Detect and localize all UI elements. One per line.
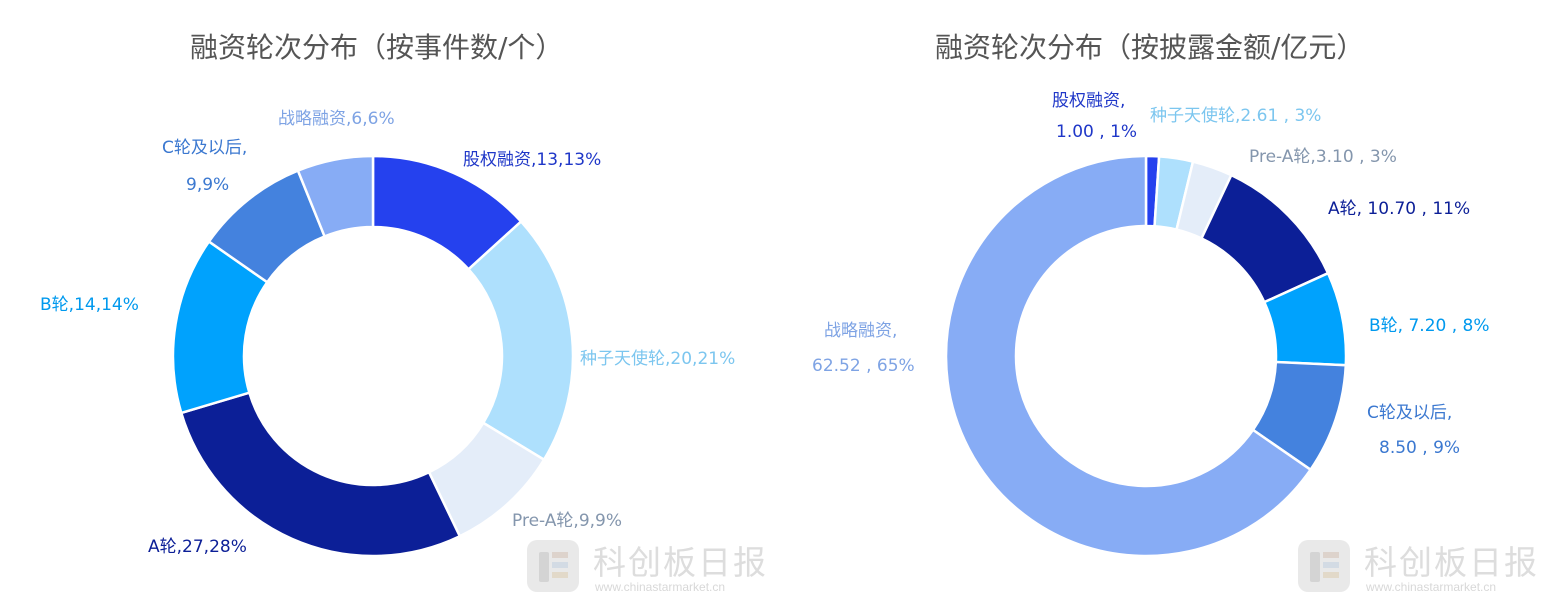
pie-slice-4 [179, 391, 462, 558]
data-label-4-line-1: A轮,27,28% [148, 537, 247, 557]
watermark-logo-icon [1298, 540, 1350, 592]
watermark-url: www.chinastarmarket.cn [1366, 580, 1497, 594]
data-label-2-line-1: 种子天使轮,2.61 , 3% [1150, 105, 1321, 126]
chart-title-left: 融资轮次分布（按事件数/个） [190, 31, 564, 64]
data-label-5-line-1: B轮,14,14% [40, 295, 139, 315]
watermark-brand: 科创板日报 [1364, 543, 1539, 582]
data-label-5-line-1: B轮, 7.20 , 8% [1369, 316, 1490, 336]
pie-slice-7 [944, 154, 1313, 558]
data-label-3-line-1: Pre-A轮,9,9% [512, 511, 622, 531]
data-label-6-line-1: C轮及以后, [162, 138, 247, 158]
data-label-7-line-2: 62.52 , 65% [812, 356, 915, 376]
data-label-1-line-1: 股权融资, [1052, 91, 1125, 111]
watermark-logo-icon [527, 540, 579, 592]
watermark-brand: 科创板日报 [593, 543, 768, 582]
donut-chart-left: 股权融资,13,13% 种子天使轮,20,21% Pre-A轮,9,9% A轮,27,… [40, 109, 735, 558]
data-label-1-line-1: 股权融资,13,13% [463, 150, 601, 170]
data-label-7-line-1: 战略融资, [824, 321, 897, 341]
watermark-url: www.chinastarmarket.cn [595, 580, 726, 594]
data-label-6-line-2: 8.50 , 9% [1379, 438, 1460, 458]
data-label-6-line-2: 9,9% [186, 175, 229, 195]
watermark-left: 科创板日报 www.chinastarmarket.cn [527, 536, 766, 606]
data-label-6-line-1: C轮及以后, [1367, 403, 1452, 423]
watermark-right: 科创板日报 www.chinastarmarket.cn [1298, 536, 1537, 606]
data-label-3-line-1: Pre-A轮,3.10 , 3% [1249, 147, 1397, 167]
data-label-4-line-1: A轮, 10.70 , 11% [1328, 199, 1470, 219]
pie-slice-7 [296, 154, 375, 239]
data-label-2-line-1: 种子天使轮,20,21% [580, 348, 735, 369]
data-label-1-line-2: 1.00 , 1% [1056, 122, 1137, 142]
chart-title-right: 融资轮次分布（按披露金额/亿元） [935, 31, 1365, 64]
data-label-7-line-1: 战略融资,6,6% [278, 109, 395, 129]
